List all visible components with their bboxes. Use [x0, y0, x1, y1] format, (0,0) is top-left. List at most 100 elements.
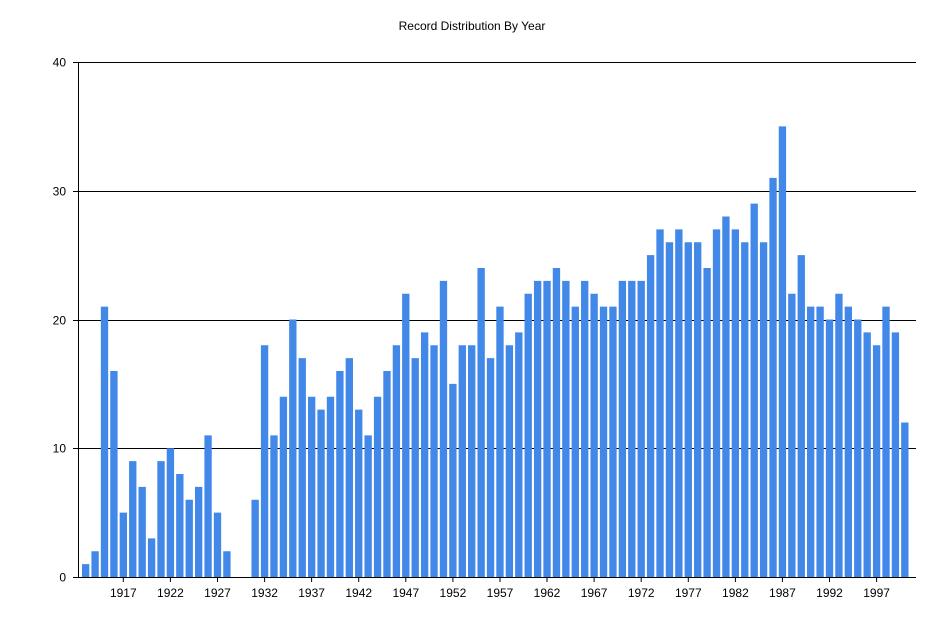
bar-1922: [166, 448, 175, 577]
bar-1970: [618, 280, 627, 578]
bars: [82, 126, 909, 578]
bar-1941: [345, 358, 353, 578]
bar-1998: [882, 306, 890, 578]
bar-1980: [712, 229, 721, 578]
chart-title: Record Distribution By Year: [399, 19, 546, 33]
bar-1935: [289, 319, 297, 577]
y-tick-label-30: 30: [53, 185, 67, 199]
bar-1962: [543, 280, 551, 578]
bar-1993: [835, 293, 843, 577]
bar-1923: [176, 474, 184, 577]
x-tick-label-1917: 1917: [110, 586, 137, 600]
x-tick-label-1922: 1922: [157, 586, 184, 600]
bar-1961: [533, 280, 542, 578]
bar-1964: [562, 280, 570, 578]
bar-1995: [854, 319, 862, 577]
bar-1988: [788, 293, 796, 577]
bar-1975: [665, 242, 674, 577]
bar-1968: [599, 306, 608, 578]
axes: [78, 62, 916, 582]
bar-1959: [515, 332, 523, 578]
x-tick-label-1952: 1952: [440, 586, 467, 600]
bar-1997: [872, 345, 881, 577]
x-tick-label-1977: 1977: [675, 586, 702, 600]
y-tick-label-10: 10: [53, 442, 67, 456]
bar-1944: [373, 396, 382, 577]
bar-1924: [185, 499, 193, 577]
bar-1958: [505, 345, 514, 577]
x-tick-label-1947: 1947: [392, 586, 419, 600]
bar-1966: [581, 280, 589, 578]
bar-1952: [449, 383, 457, 578]
bar-1984: [750, 203, 758, 578]
bar-1986: [769, 177, 777, 578]
bar-1987: [778, 126, 787, 578]
x-tick-label-1982: 1982: [722, 586, 749, 600]
bar-1933: [270, 435, 278, 578]
bar-1940: [336, 371, 344, 577]
bar-1974: [656, 229, 664, 578]
bar-1963: [552, 268, 561, 577]
bar-1942: [355, 409, 363, 578]
bar-1925: [194, 486, 203, 578]
bar-1956: [486, 358, 495, 578]
bar-1946: [392, 345, 401, 577]
bar-1919: [138, 486, 146, 578]
bar-1955: [477, 268, 485, 577]
bar-1977: [684, 242, 692, 577]
bar-1992: [825, 319, 834, 577]
bar-1932: [260, 345, 269, 577]
bar-1945: [383, 371, 391, 577]
x-tick-label-1992: 1992: [816, 586, 843, 600]
bar-1920: [147, 538, 156, 578]
bar-1951: [439, 280, 448, 578]
y-tick-label-0: 0: [59, 571, 66, 585]
bar-1937: [307, 396, 316, 577]
bar-1999: [891, 332, 900, 578]
x-tick-label-1987: 1987: [769, 586, 796, 600]
bar-1926: [204, 435, 212, 578]
bar-1990: [807, 306, 815, 578]
bar-1921: [157, 461, 165, 578]
bar-1981: [722, 216, 730, 577]
bar-1928: [223, 551, 231, 577]
bar-2000: [901, 422, 909, 577]
bar-1971: [628, 280, 636, 578]
x-tick-label-1962: 1962: [534, 586, 561, 600]
bar-1913: [82, 564, 90, 578]
bar-1985: [759, 242, 768, 577]
bar-1957: [496, 306, 504, 578]
bar-1972: [637, 280, 645, 578]
x-tick-label-1997: 1997: [863, 586, 890, 600]
bar-1950: [430, 345, 438, 577]
bar-1996: [863, 332, 871, 578]
x-tick-label-1942: 1942: [345, 586, 372, 600]
x-tick-label-1927: 1927: [204, 586, 231, 600]
bar-1976: [675, 229, 683, 578]
x-tick-label-1957: 1957: [487, 586, 514, 600]
bar-1938: [317, 409, 325, 578]
bar-1960: [524, 293, 532, 577]
x-tick-labels: 1917 1922 1927 1932 1937 1942 1947 1952 1957 1962…: [110, 586, 890, 600]
bar-1982: [731, 229, 740, 578]
bar-1973: [646, 255, 655, 578]
bar-1948: [411, 358, 419, 578]
bar-1965: [571, 306, 579, 578]
bar-1947: [402, 293, 410, 577]
x-tick-label-1967: 1967: [581, 586, 608, 600]
bar-1915: [100, 306, 109, 578]
bar-1967: [590, 293, 598, 577]
bar-1918: [129, 461, 137, 578]
x-tick-label-1937: 1937: [298, 586, 325, 600]
bar-1969: [609, 306, 617, 578]
bar-1939: [326, 396, 335, 577]
bar-1927: [213, 512, 222, 578]
bar-1991: [816, 306, 824, 578]
y-tick-label-40: 40: [53, 56, 67, 70]
bar-1989: [797, 255, 805, 578]
bar-1916: [110, 371, 118, 577]
bar-1954: [468, 345, 476, 577]
x-tick-label-1932: 1932: [251, 586, 278, 600]
